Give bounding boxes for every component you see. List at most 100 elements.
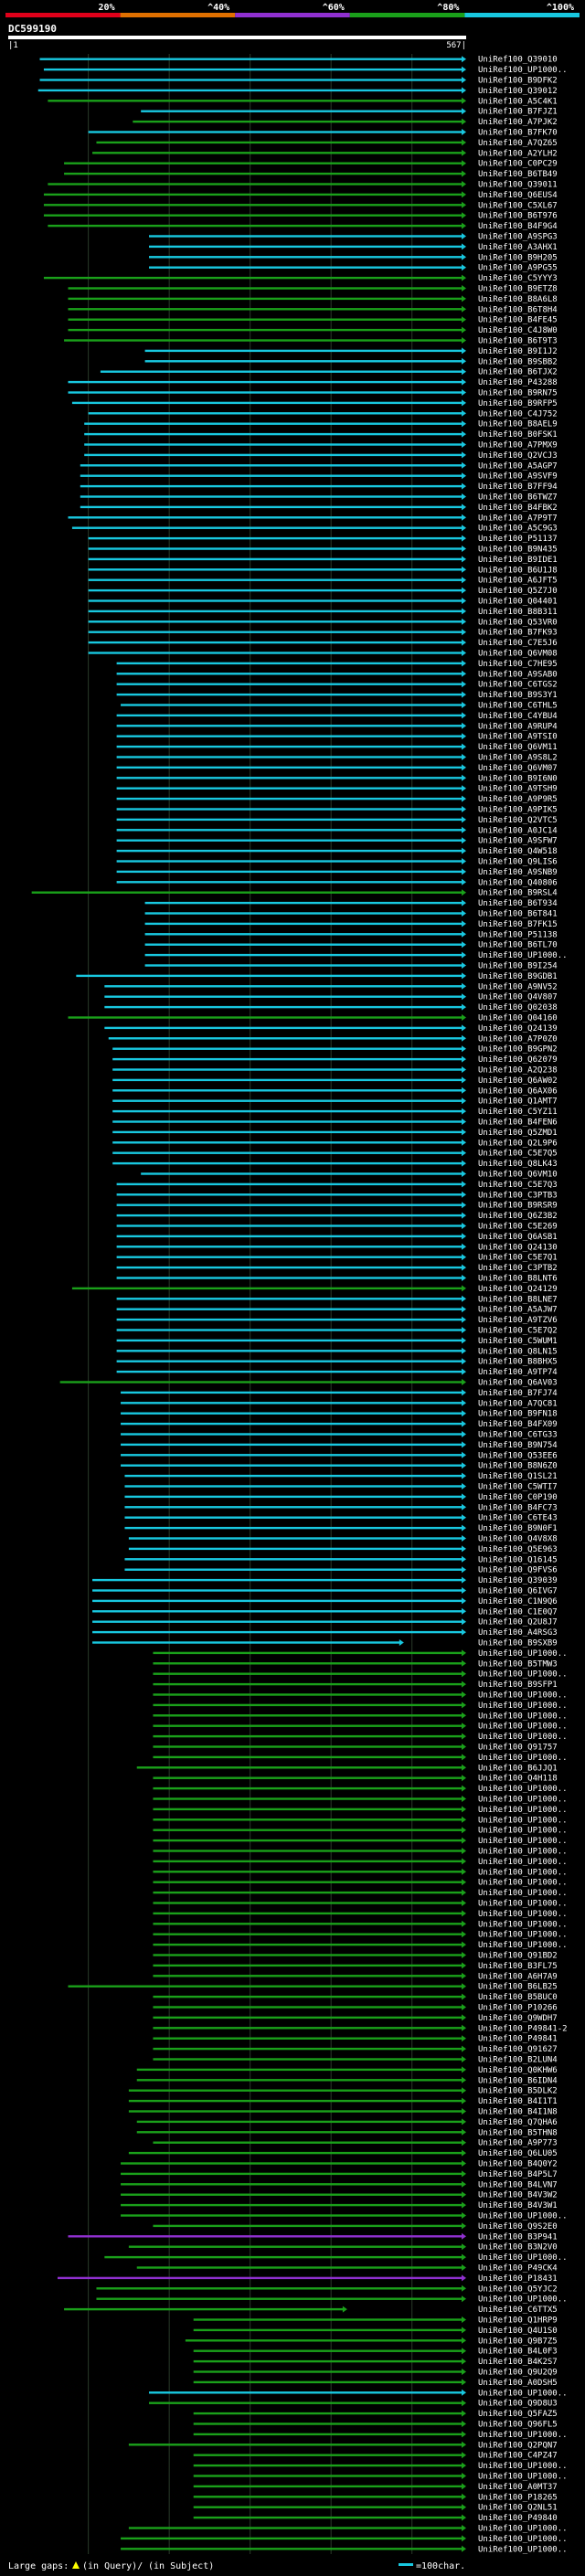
hit-bar[interactable]: [88, 631, 463, 633]
hit-label[interactable]: UniRef100_UP1000..: [478, 1796, 568, 1805]
hit-bar[interactable]: [68, 391, 463, 394]
hit-label[interactable]: UniRef100_A9P773: [478, 2139, 558, 2148]
hit-label[interactable]: UniRef100_P49840: [478, 2514, 558, 2523]
hit-bar[interactable]: [136, 2131, 463, 2134]
hit-bar[interactable]: [116, 787, 463, 790]
hit-bar[interactable]: [153, 1902, 463, 1904]
hit-label[interactable]: UniRef100_B9ETZ8: [478, 285, 558, 294]
hit-bar[interactable]: [80, 484, 463, 488]
hit-label[interactable]: UniRef100_B8N6Z0: [478, 1462, 558, 1471]
hit-label[interactable]: UniRef100_A5AGP7: [478, 461, 558, 471]
hit-label[interactable]: UniRef100_Q5E963: [478, 1545, 558, 1554]
hit-label[interactable]: UniRef100_B7FK15: [478, 920, 558, 929]
hit-label[interactable]: UniRef100_Q6VM08: [478, 650, 558, 659]
hit-bar[interactable]: [112, 1151, 463, 1154]
hit-bar[interactable]: [116, 735, 463, 737]
hit-label[interactable]: UniRef100_C7E5J6: [478, 639, 558, 648]
hit-bar[interactable]: [112, 1078, 463, 1082]
hit-label[interactable]: UniRef100_B9FN18: [478, 1410, 558, 1419]
hit-bar[interactable]: [37, 89, 463, 92]
hit-bar[interactable]: [116, 1339, 463, 1342]
hit-bar[interactable]: [88, 131, 463, 133]
hit-label[interactable]: UniRef100_B3P941: [478, 2232, 558, 2242]
hit-bar[interactable]: [48, 100, 463, 102]
hit-label[interactable]: UniRef100_UP1000..: [478, 1712, 568, 1721]
hit-bar[interactable]: [116, 662, 463, 665]
hit-bar[interactable]: [153, 1995, 463, 1998]
hit-label[interactable]: UniRef100_Q91757: [478, 1744, 558, 1753]
hit-bar[interactable]: [116, 860, 463, 863]
hit-label[interactable]: UniRef100_P49841-2: [478, 2024, 568, 2033]
hit-label[interactable]: UniRef100_Q9B7Z5: [478, 2337, 558, 2346]
hit-label[interactable]: UniRef100_A5AJW7: [478, 1306, 558, 1315]
hit-bar[interactable]: [124, 1474, 463, 1478]
hit-bar[interactable]: [153, 1786, 463, 1790]
hit-label[interactable]: UniRef100_A9SVF9: [478, 472, 558, 482]
hit-bar[interactable]: [104, 1005, 463, 1009]
hit-label[interactable]: UniRef100_A9TZV6: [478, 1316, 558, 1325]
hit-label[interactable]: UniRef100_B4I1N8: [478, 2108, 558, 2117]
hit-bar[interactable]: [193, 2485, 463, 2488]
hit-label[interactable]: UniRef100_UP1000..: [478, 1848, 568, 1857]
hit-bar[interactable]: [153, 1797, 463, 1800]
hit-label[interactable]: UniRef100_UP1000..: [478, 1733, 568, 1742]
hit-label[interactable]: UniRef100_B9I1J2: [478, 347, 558, 356]
hit-bar[interactable]: [121, 2537, 463, 2540]
hit-label[interactable]: UniRef100_C5WTI7: [478, 1483, 558, 1492]
hit-label[interactable]: UniRef100_A7QC81: [478, 1399, 558, 1408]
hit-bar[interactable]: [84, 453, 463, 457]
hit-label[interactable]: UniRef100_B6U1J8: [478, 566, 558, 575]
hit-bar[interactable]: [124, 1495, 463, 1499]
hit-bar[interactable]: [124, 1516, 463, 1519]
hit-label[interactable]: UniRef100_UP1000..: [478, 1754, 568, 1763]
hit-label[interactable]: UniRef100_C6TE43: [478, 1514, 558, 1523]
hit-label[interactable]: UniRef100_B6JJQ1: [478, 1764, 558, 1773]
hit-bar[interactable]: [193, 2454, 463, 2456]
hit-bar[interactable]: [153, 1964, 463, 1967]
hit-bar[interactable]: [149, 235, 463, 238]
hit-label[interactable]: UniRef100_B9RFP5: [478, 399, 558, 408]
hit-bar[interactable]: [124, 1485, 463, 1488]
hit-bar[interactable]: [64, 2307, 344, 2311]
hit-label[interactable]: UniRef100_A0MT37: [478, 2483, 558, 2492]
hit-label[interactable]: UniRef100_A9PG55: [478, 264, 558, 273]
hit-bar[interactable]: [116, 745, 463, 748]
hit-label[interactable]: UniRef100_C5WUM1: [478, 1337, 558, 1346]
hit-bar[interactable]: [153, 1933, 463, 1935]
hit-label[interactable]: UniRef100_C1N9Q6: [478, 1597, 558, 1606]
hit-bar[interactable]: [136, 2079, 463, 2082]
hit-label[interactable]: UniRef100_A6H7A9: [478, 1972, 558, 1981]
hit-bar[interactable]: [88, 652, 463, 654]
hit-label[interactable]: UniRef100_A4RSG3: [478, 1628, 558, 1638]
hit-label[interactable]: UniRef100_UP1000..: [478, 1670, 568, 1680]
hit-label[interactable]: UniRef100_Q04401: [478, 598, 558, 607]
hit-label[interactable]: UniRef100_B0FSK1: [478, 430, 558, 440]
hit-bar[interactable]: [121, 2203, 463, 2207]
hit-label[interactable]: UniRef100_P18265: [478, 2493, 558, 2502]
hit-bar[interactable]: [153, 1860, 463, 1863]
hit-label[interactable]: UniRef100_C3PTB2: [478, 1264, 558, 1273]
hit-label[interactable]: UniRef100_Q2PQN7: [478, 2441, 558, 2450]
hit-bar[interactable]: [153, 2037, 463, 2040]
hit-label[interactable]: UniRef100_Q53VR0: [478, 618, 558, 627]
hit-label[interactable]: UniRef100_B7FF94: [478, 482, 558, 492]
hit-label[interactable]: UniRef100_B9S3Y1: [478, 691, 558, 700]
hit-label[interactable]: UniRef100_C5E7Q3: [478, 1181, 558, 1190]
hit-label[interactable]: UniRef100_UP1000..: [478, 1889, 568, 1898]
hit-label[interactable]: UniRef100_UP1000..: [478, 1785, 568, 1794]
hit-label[interactable]: UniRef100_B4P5L7: [478, 2170, 558, 2179]
hit-label[interactable]: UniRef100_A9TSH9: [478, 785, 558, 794]
hit-bar[interactable]: [112, 1047, 463, 1050]
hit-label[interactable]: UniRef100_Q8LN15: [478, 1347, 558, 1356]
hit-bar[interactable]: [153, 2047, 463, 2051]
hit-label[interactable]: UniRef100_Q16145: [478, 1555, 558, 1564]
hit-bar[interactable]: [121, 2548, 463, 2550]
hit-bar[interactable]: [193, 2433, 463, 2436]
hit-label[interactable]: UniRef100_C5E269: [478, 1223, 558, 1232]
hit-label[interactable]: UniRef100_Q1AMT7: [478, 1097, 558, 1107]
hit-bar[interactable]: [153, 2016, 463, 2019]
hit-bar[interactable]: [121, 1402, 463, 1405]
hit-bar[interactable]: [88, 557, 463, 561]
hit-bar[interactable]: [116, 818, 463, 822]
hit-bar[interactable]: [193, 2359, 463, 2363]
